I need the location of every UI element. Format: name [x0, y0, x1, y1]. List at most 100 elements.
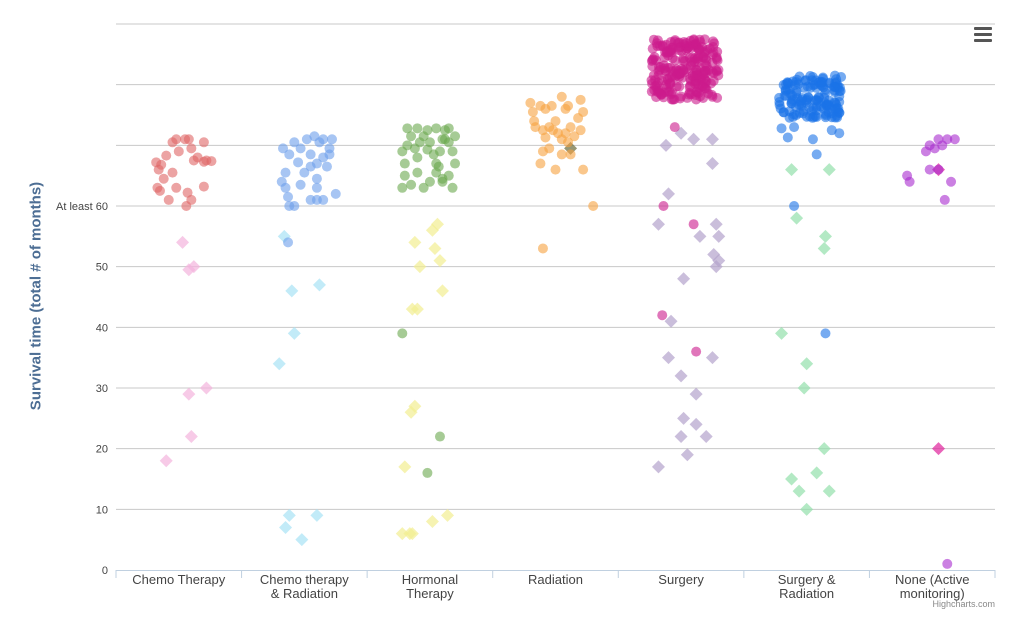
diamond-point[interactable] [312, 278, 326, 292]
circle-point[interactable] [305, 194, 316, 205]
diamond-point[interactable] [441, 508, 455, 522]
circle-point[interactable] [669, 36, 680, 47]
circle-point[interactable] [823, 95, 834, 106]
circle-point[interactable] [575, 125, 586, 136]
circle-point[interactable] [399, 170, 410, 181]
diamond-point[interactable] [800, 502, 814, 516]
circle-point[interactable] [782, 132, 793, 143]
circle-point[interactable] [588, 201, 599, 211]
diamond-point[interactable] [712, 229, 726, 243]
circle-point[interactable] [924, 164, 935, 175]
diamond-point[interactable] [822, 484, 836, 498]
circle-point[interactable] [690, 78, 701, 89]
diamond-point[interactable] [699, 430, 713, 444]
circle-point[interactable] [412, 167, 423, 178]
circle-point[interactable] [575, 94, 586, 105]
circle-point[interactable] [439, 134, 450, 145]
circle-point[interactable] [321, 161, 332, 172]
circle-point[interactable] [697, 42, 708, 53]
circle-point[interactable] [791, 77, 802, 88]
circle-point[interactable] [525, 97, 536, 108]
diamond-point[interactable] [295, 533, 309, 547]
diamond-point[interactable] [689, 417, 703, 431]
circle-point[interactable] [670, 55, 681, 66]
circle-point[interactable] [418, 182, 429, 193]
circle-point[interactable] [434, 431, 445, 442]
circle-point[interactable] [804, 102, 815, 113]
circle-point[interactable] [305, 149, 316, 160]
diamond-point[interactable] [184, 430, 198, 444]
diamond-point[interactable] [822, 163, 836, 177]
circle-point[interactable] [691, 346, 702, 357]
circle-point[interactable] [712, 55, 723, 66]
circle-point[interactable] [647, 43, 658, 54]
diamond-point[interactable] [785, 472, 799, 486]
circle-point[interactable] [540, 103, 551, 114]
circle-point[interactable] [946, 176, 957, 187]
circle-point[interactable] [904, 176, 915, 187]
circle-point[interactable] [669, 122, 680, 133]
diamond-point[interactable] [677, 411, 691, 425]
circle-point[interactable] [780, 90, 791, 101]
diamond-point[interactable] [413, 260, 427, 274]
circle-point[interactable] [708, 47, 719, 58]
circle-point[interactable] [527, 106, 538, 117]
circle-point[interactable] [788, 111, 799, 122]
circle-point[interactable] [650, 81, 661, 92]
diamond-point[interactable] [404, 405, 418, 419]
diamond-point[interactable] [662, 351, 676, 365]
circle-point[interactable] [826, 125, 837, 136]
diamond-point[interactable] [272, 357, 286, 371]
circle-point[interactable] [651, 92, 662, 103]
circle-point[interactable] [786, 98, 797, 109]
diamond-point[interactable] [705, 157, 719, 171]
circle-point[interactable] [188, 155, 199, 166]
circle-point[interactable] [688, 219, 699, 230]
diamond-point[interactable] [182, 387, 196, 401]
circle-point[interactable] [311, 182, 322, 193]
circle-point[interactable] [701, 60, 712, 71]
diamond-point[interactable] [187, 260, 201, 274]
circle-point[interactable] [397, 182, 408, 193]
circle-point[interactable] [537, 243, 548, 254]
circle-point[interactable] [173, 146, 184, 157]
circle-point[interactable] [811, 149, 822, 160]
circle-point[interactable] [198, 137, 209, 148]
circle-point[interactable] [700, 83, 711, 94]
diamond-point[interactable] [176, 235, 190, 249]
circle-point[interactable] [550, 164, 561, 175]
circle-point[interactable] [672, 68, 683, 79]
circle-point[interactable] [186, 194, 197, 205]
diamond-point[interactable] [398, 460, 412, 474]
circle-point[interactable] [171, 182, 182, 193]
circle-point[interactable] [397, 328, 408, 339]
circle-point[interactable] [198, 181, 209, 192]
circle-point[interactable] [776, 123, 787, 134]
diamond-point[interactable] [674, 430, 688, 444]
circle-point[interactable] [284, 149, 295, 160]
circle-point[interactable] [711, 65, 722, 76]
circle-point[interactable] [295, 179, 306, 190]
circle-point[interactable] [422, 125, 433, 136]
diamond-point[interactable] [687, 132, 701, 146]
diamond-point[interactable] [662, 187, 676, 201]
circle-point[interactable] [443, 123, 454, 134]
circle-point[interactable] [775, 103, 786, 114]
diamond-point[interactable] [664, 314, 678, 328]
circle-point[interactable] [708, 36, 719, 47]
hamburger-menu-icon[interactable] [972, 25, 994, 43]
circle-point[interactable] [406, 179, 417, 190]
circle-point[interactable] [206, 156, 217, 167]
circle-point[interactable] [535, 158, 546, 169]
circle-point[interactable] [682, 92, 693, 103]
diamond-point[interactable] [790, 211, 804, 225]
circle-point[interactable] [198, 156, 209, 167]
diamond-point[interactable] [282, 508, 296, 522]
circle-point[interactable] [657, 310, 668, 321]
diamond-point[interactable] [425, 514, 439, 528]
circle-point[interactable] [796, 95, 807, 106]
circle-point[interactable] [789, 201, 800, 211]
circle-point[interactable] [929, 143, 940, 154]
diamond-point[interactable] [408, 235, 422, 249]
circle-point[interactable] [447, 182, 458, 193]
